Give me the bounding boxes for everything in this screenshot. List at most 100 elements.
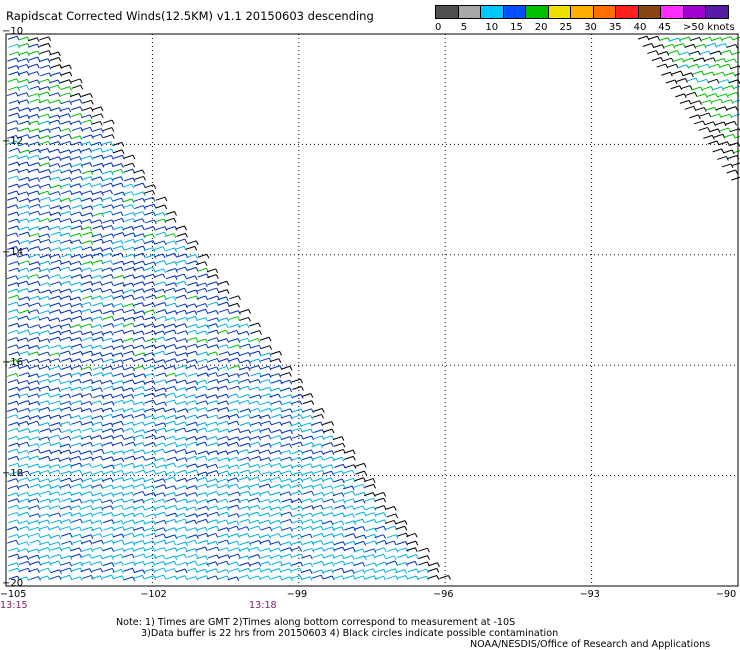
- wind-barb: [165, 555, 178, 561]
- wind-barb: [301, 477, 313, 482]
- wind-barb: [301, 554, 313, 560]
- wind-barb: [713, 133, 726, 139]
- wind-barb: [176, 303, 188, 309]
- wind-barb: [8, 322, 20, 328]
- wind-barb: [196, 471, 209, 477]
- wind-barb: [102, 323, 115, 328]
- wind-barb: [374, 568, 387, 574]
- wind-barb: [39, 169, 52, 174]
- wind-barb: [154, 218, 167, 224]
- wind-barb: [28, 505, 41, 510]
- wind-barb: [196, 295, 209, 301]
- wind-barb: [112, 561, 124, 567]
- wind-barb: [228, 338, 241, 343]
- wind-barb: [714, 58, 727, 63]
- wind-barb: [49, 387, 61, 392]
- wind-barb: [71, 78, 83, 84]
- wind-barb: [206, 372, 219, 377]
- wind-barb: [8, 533, 20, 539]
- wind-barb: [8, 553, 20, 559]
- wind-barb: [50, 569, 62, 574]
- wind-barb: [112, 457, 125, 463]
- wind-barb: [248, 504, 261, 510]
- wind-barb: [206, 421, 219, 427]
- wind-barb: [719, 63, 732, 69]
- wind-barb: [695, 106, 707, 112]
- wind-barb: [103, 385, 115, 391]
- wind-barb: [113, 547, 126, 553]
- wind-barb: [259, 575, 271, 581]
- wind-barb: [92, 539, 105, 545]
- wind-barb: [155, 519, 167, 525]
- wind-barb: [217, 560, 230, 566]
- wind-barb: [196, 282, 208, 288]
- time-label-start: 13:15: [0, 600, 28, 611]
- wind-barb: [102, 484, 115, 490]
- wind-barb: [164, 317, 177, 322]
- wind-barb: [17, 358, 30, 364]
- wind-barb: [143, 233, 156, 239]
- wind-barb: [39, 464, 52, 469]
- wind-barb: [364, 506, 377, 512]
- wind-barb: [92, 238, 105, 244]
- wind-barb: [280, 511, 293, 517]
- wind-barb: [186, 337, 199, 342]
- wind-barb: [155, 484, 167, 489]
- wind-barb: [269, 506, 282, 512]
- wind-barb: [164, 329, 177, 335]
- wind-barb: [59, 393, 72, 399]
- wind-barb: [19, 120, 31, 126]
- wind-barb: [71, 112, 83, 118]
- wind-barb: [695, 43, 707, 49]
- wind-barb: [133, 211, 146, 216]
- wind-barb: [166, 456, 178, 462]
- wind-barb: [228, 567, 241, 573]
- wind-barb: [239, 442, 251, 448]
- wind-barb: [249, 539, 262, 545]
- wind-barb: [374, 491, 387, 497]
- wind-barb: [8, 161, 20, 167]
- wind-barb: [196, 394, 208, 399]
- wind-barb: [134, 553, 147, 559]
- wind-barb: [239, 359, 251, 365]
- wind-barb: [134, 191, 146, 197]
- wind-barb: [155, 470, 168, 476]
- wind-barb: [17, 280, 30, 286]
- wind-barb: [7, 329, 20, 335]
- wind-barb: [70, 219, 83, 225]
- wind-barb: [38, 233, 51, 239]
- wind-barb: [29, 492, 42, 498]
- wind-barb: [154, 288, 166, 294]
- wind-barb: [7, 196, 19, 202]
- wind-barb: [133, 365, 146, 371]
- wind-barb: [697, 78, 709, 84]
- wind-barb: [166, 310, 178, 315]
- wind-barb: [81, 350, 94, 356]
- wind-barb: [8, 43, 21, 49]
- wind-barb: [175, 553, 187, 559]
- wind-barb: [123, 253, 136, 259]
- wind-barb: [59, 449, 72, 455]
- wind-barb: [280, 470, 293, 475]
- wind-barb: [259, 336, 272, 342]
- wind-barb: [702, 86, 714, 91]
- wind-barb: [39, 414, 52, 420]
- wind-barb: [250, 394, 262, 400]
- wind-barb: [259, 519, 272, 525]
- wind-barb: [705, 42, 718, 48]
- legend-label: 25: [559, 22, 573, 33]
- wind-barb: [185, 560, 198, 566]
- wind-barb: [61, 345, 73, 350]
- wind-barb: [40, 449, 52, 455]
- wind-barb: [39, 441, 52, 447]
- wind-barb: [707, 78, 720, 84]
- wind-barb: [7, 154, 20, 160]
- wind-barb: [28, 568, 40, 573]
- wind-barb: [197, 532, 209, 538]
- wind-barb: [175, 294, 188, 300]
- wind-barb: [144, 226, 156, 231]
- wind-barb: [39, 183, 52, 189]
- wind-barb: [144, 273, 156, 279]
- wind-barb: [144, 506, 157, 512]
- wind-barb: [405, 560, 418, 566]
